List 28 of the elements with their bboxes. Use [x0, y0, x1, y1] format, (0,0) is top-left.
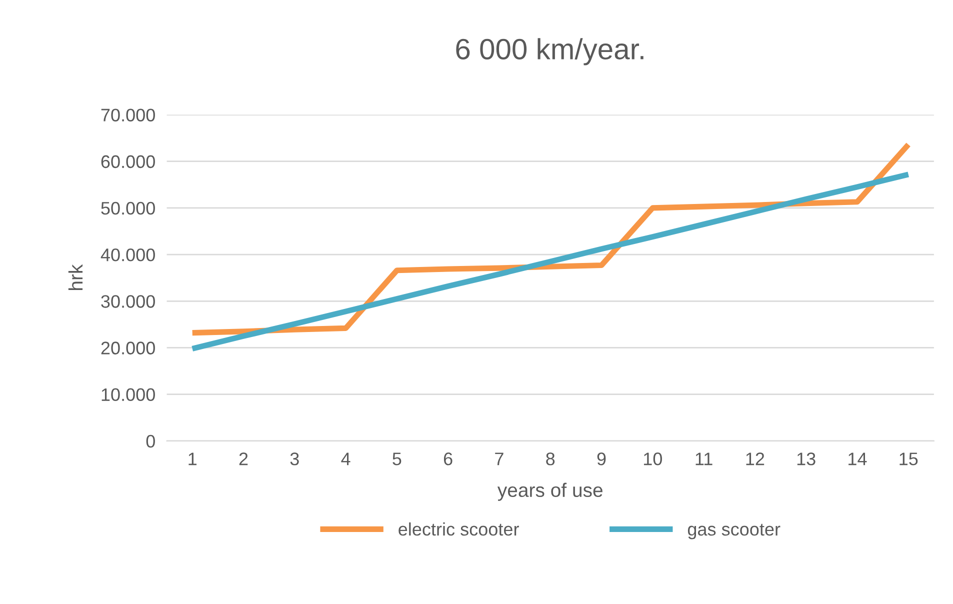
- x-tick-label: 13: [797, 452, 816, 466]
- x-tick-label: 5: [392, 452, 402, 466]
- chart-title: 6 000 km/year.: [456, 38, 644, 66]
- y-tick-label: 30.000: [101, 295, 155, 308]
- x-tick-label: 6: [444, 452, 452, 466]
- x-tick-label: 14: [848, 452, 867, 466]
- legend-label: gas scooter: [688, 524, 780, 540]
- x-tick-label: 7: [495, 452, 504, 466]
- x-tick-label: 11: [696, 452, 712, 466]
- x-tick-label: 3: [290, 452, 299, 466]
- y-tick-label: 70.000: [101, 108, 155, 122]
- x-tick-label: 9: [597, 452, 606, 466]
- x-tick-label: 15: [900, 452, 918, 466]
- legend-label: electric scooter: [398, 522, 519, 536]
- y-axis-title: hrk: [68, 264, 83, 290]
- y-tick-label: 10.000: [102, 388, 155, 402]
- y-tick-label: 40.000: [100, 248, 155, 262]
- y-tick-label: 50.000: [101, 202, 155, 215]
- y-tick-label: 20.000: [101, 342, 155, 354]
- x-tick-label: 12: [746, 452, 764, 466]
- y-tick-label: 60.000: [101, 155, 155, 168]
- x-tick-label: 1: [188, 452, 196, 466]
- x-tick-label: 2: [239, 452, 248, 466]
- x-axis-title: years of use: [497, 482, 602, 501]
- y-tick-label: 0: [146, 434, 155, 448]
- x-tick-label: 10: [644, 452, 662, 466]
- x-tick-label: 4: [341, 452, 350, 466]
- x-tick-label: 8: [546, 452, 555, 466]
